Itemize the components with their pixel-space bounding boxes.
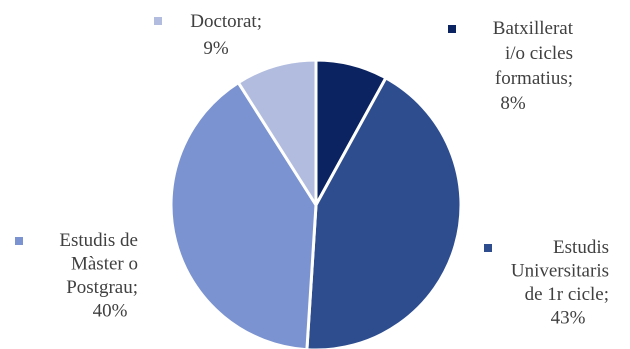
data-label-2-line-2: Universitaris xyxy=(511,261,609,282)
data-label-2-line-4: 43% xyxy=(551,308,586,329)
data-label-marker-4 xyxy=(154,17,162,25)
data-label-marker-3 xyxy=(15,237,23,245)
data-label-3-line-4: 40% xyxy=(93,301,128,322)
pie-slices xyxy=(171,60,461,349)
data-label-3-line-2: Màster o xyxy=(71,254,138,275)
data-label-4: Doctorat; 9% xyxy=(190,11,262,59)
data-label-1-line-3: formatius; xyxy=(495,68,573,89)
data-label-4-line-2: 9% xyxy=(203,38,229,59)
data-label-3-line-3: Postgrau; xyxy=(66,277,138,298)
data-label-1-line-2: i/o cicles xyxy=(505,43,573,64)
data-label-1-line-1: Batxillerat xyxy=(493,18,574,39)
data-label-1-line-4: 8% xyxy=(500,93,526,114)
data-label-2-line-3: de 1r cicle; xyxy=(525,284,609,305)
data-label-3: Estudis de Màster o Postgrau; 40% xyxy=(59,230,138,322)
data-label-4-line-1: Doctorat; xyxy=(190,11,262,32)
data-label-2-line-1: Estudis xyxy=(553,237,609,258)
data-label-3-line-1: Estudis de xyxy=(59,230,138,251)
data-label-marker-1 xyxy=(448,25,456,33)
data-label-1: Batxillerat i/o cicles formatius; 8% xyxy=(493,18,574,114)
data-label-2: Estudis Universitaris de 1r cicle; 43% xyxy=(511,237,609,329)
data-label-marker-2 xyxy=(484,244,492,252)
